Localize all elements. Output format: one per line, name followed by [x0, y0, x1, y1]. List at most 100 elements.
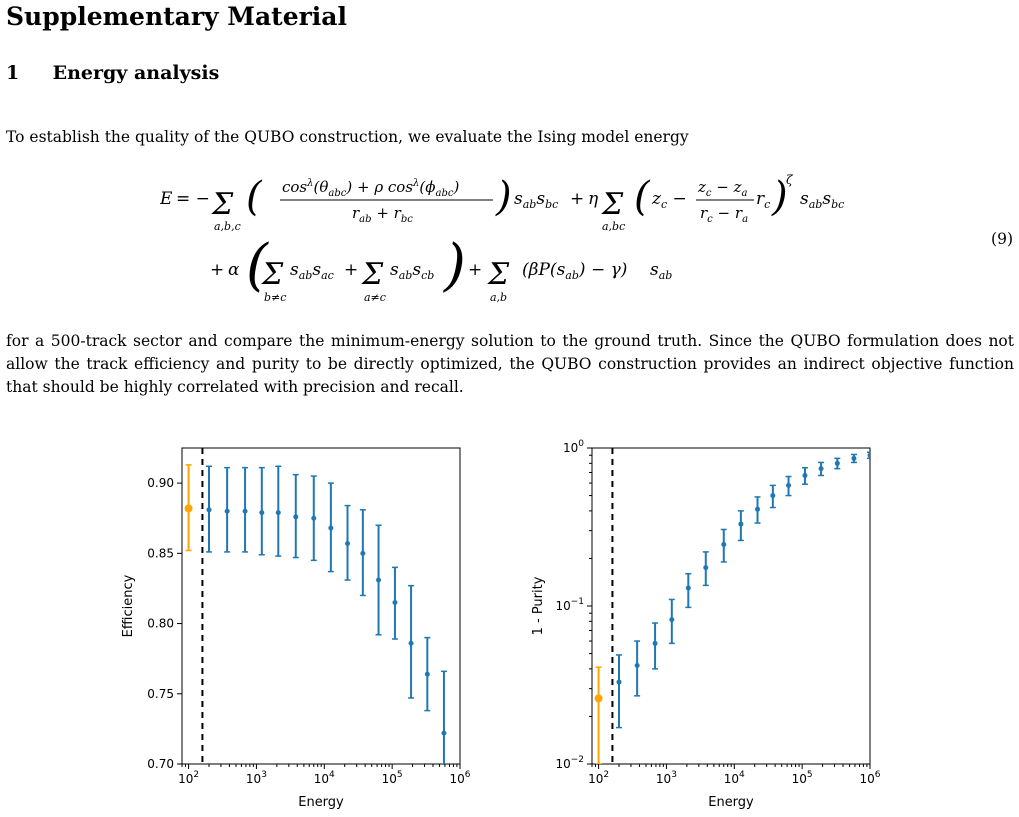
- equation-svg: E = − Σ a,b,c ( cosλ(θabc) + ρ cosλ(ϕabc…: [159, 173, 844, 304]
- y-tick-label: 0.85: [147, 546, 174, 560]
- y-tick-label: 0.90: [147, 476, 174, 490]
- data-point: [802, 472, 808, 478]
- svg-text:): ): [495, 174, 512, 220]
- svg-text:+: +: [344, 260, 358, 280]
- svg-text:(: (: [246, 233, 269, 298]
- data-point: [360, 550, 366, 556]
- svg-text:(: (: [246, 174, 263, 220]
- x-tick-label: 102: [178, 770, 199, 786]
- svg-text:E: E: [160, 189, 173, 209]
- plot-frame: [181, 447, 461, 765]
- y-tick-label: 100: [563, 439, 584, 455]
- data-point: [328, 525, 334, 531]
- data-point: [242, 508, 248, 514]
- svg-text:sabsbc: sabsbc: [800, 189, 844, 211]
- data-point: [703, 565, 709, 571]
- svg-text:zc −: zc −: [651, 189, 687, 211]
- data-point: [392, 599, 398, 605]
- data-layer: [184, 464, 447, 764]
- y-tick-label: 0.75: [147, 687, 174, 701]
- svg-text:sabscb: sabscb: [390, 260, 434, 282]
- data-point: [851, 455, 857, 461]
- ground-truth-point: [594, 694, 603, 703]
- svg-text:Σ: Σ: [601, 187, 624, 222]
- svg-text:ζ: ζ: [786, 173, 794, 187]
- svg-text:a,b,c: a,b,c: [214, 220, 241, 233]
- data-point: [721, 542, 727, 548]
- data-point: [867, 452, 870, 458]
- data-point: [634, 663, 640, 669]
- efficiency-chart: 102 103 104 105 106 0.70 0.75 0.80 0.85 0.90 Energ…: [110, 438, 510, 817]
- data-point: [424, 671, 430, 677]
- data-point: [818, 466, 824, 472]
- data-point: [376, 577, 382, 583]
- data-point: [293, 514, 299, 520]
- data-point: [738, 521, 744, 527]
- section-heading: 1 Energy analysis: [6, 62, 219, 84]
- svg-text:b≠c: b≠c: [264, 291, 286, 304]
- svg-text:): ): [771, 174, 788, 220]
- equation-number: (9): [991, 230, 1013, 248]
- svg-text:Σ: Σ: [361, 257, 384, 292]
- data-point: [786, 482, 792, 488]
- x-tick-label: 106: [859, 770, 880, 786]
- svg-text:(: (: [634, 174, 651, 220]
- data-point: [206, 507, 212, 513]
- x-tick-label: 105: [382, 770, 403, 786]
- svg-text:zc − za: zc − za: [697, 178, 748, 199]
- data-point: [259, 510, 265, 516]
- equation-9: E = − Σ a,b,c ( cosλ(θabc) + ρ cosλ(ϕabc…: [159, 170, 880, 324]
- x-tick-label: 104: [724, 770, 745, 786]
- svg-text:cosλ(θabc) + ρ cosλ(ϕabc): cosλ(θabc) + ρ cosλ(ϕabc): [282, 178, 459, 199]
- section-title: Energy analysis: [52, 62, 220, 84]
- data-point: [652, 640, 658, 646]
- svg-text:sabsac: sabsac: [290, 260, 334, 282]
- svg-text:η: η: [588, 189, 599, 209]
- svg-text:Σ: Σ: [261, 257, 284, 292]
- y-tick-label: 10−1: [555, 597, 584, 613]
- svg-text:+: +: [570, 189, 584, 209]
- svg-text:(βP(sab) − γ): (βP(sab) − γ): [522, 260, 627, 282]
- x-tick-label: 103: [246, 770, 267, 786]
- data-point: [275, 510, 281, 516]
- svg-text:sab: sab: [650, 260, 672, 282]
- ground-truth-point: [184, 504, 193, 513]
- svg-text:sabsbc: sabsbc: [514, 189, 558, 211]
- y-axis-label: Efficiency: [121, 574, 136, 637]
- x-tick-label: 105: [792, 770, 813, 786]
- data-point: [685, 585, 691, 591]
- y-tick-label: 10−2: [555, 755, 584, 771]
- svg-text:rab + rbc: rab + rbc: [352, 204, 413, 225]
- data-point: [311, 515, 317, 521]
- data-layer: [594, 451, 870, 764]
- svg-text:= −: = −: [176, 189, 210, 209]
- data-point: [345, 541, 351, 547]
- svg-text:Σ: Σ: [487, 257, 510, 292]
- x-tick-label: 106: [449, 770, 470, 786]
- efficiency-chart-svg: 102 103 104 105 106 0.70 0.75 0.80 0.85 0.90 Energ…: [121, 447, 471, 810]
- data-point: [770, 493, 776, 499]
- x-tick-label: 102: [588, 770, 609, 786]
- svg-text:a,bc: a,bc: [602, 220, 625, 233]
- section-number: 1: [6, 62, 20, 84]
- x-tick-label: 104: [314, 770, 335, 786]
- paragraph-intro: To establish the quality of the QUBO con…: [6, 128, 689, 146]
- data-point: [669, 617, 675, 623]
- y-tick-label: 0.80: [147, 617, 174, 631]
- data-point: [755, 506, 761, 512]
- data-point: [834, 460, 840, 466]
- x-axis-label: Energy: [298, 795, 344, 810]
- svg-text:+: +: [468, 260, 482, 280]
- x-tick-label: 103: [656, 770, 677, 786]
- svg-text:): ): [443, 233, 466, 298]
- data-point: [441, 730, 447, 736]
- x-axis-label: Energy: [708, 795, 754, 810]
- purity-chart-svg: 102 103 104 105 106 10−2 10−1 100 Energy 1 - Puri…: [531, 439, 881, 810]
- svg-text:α: α: [228, 260, 240, 280]
- data-point: [408, 640, 414, 646]
- page-title: Supplementary Material: [6, 2, 347, 31]
- purity-chart: 102 103 104 105 106 10−2 10−1 100 Energy 1 - Puri…: [520, 438, 920, 817]
- data-point: [224, 508, 230, 514]
- plot-frame: [591, 447, 871, 765]
- y-axis-label: 1 - Purity: [531, 576, 546, 635]
